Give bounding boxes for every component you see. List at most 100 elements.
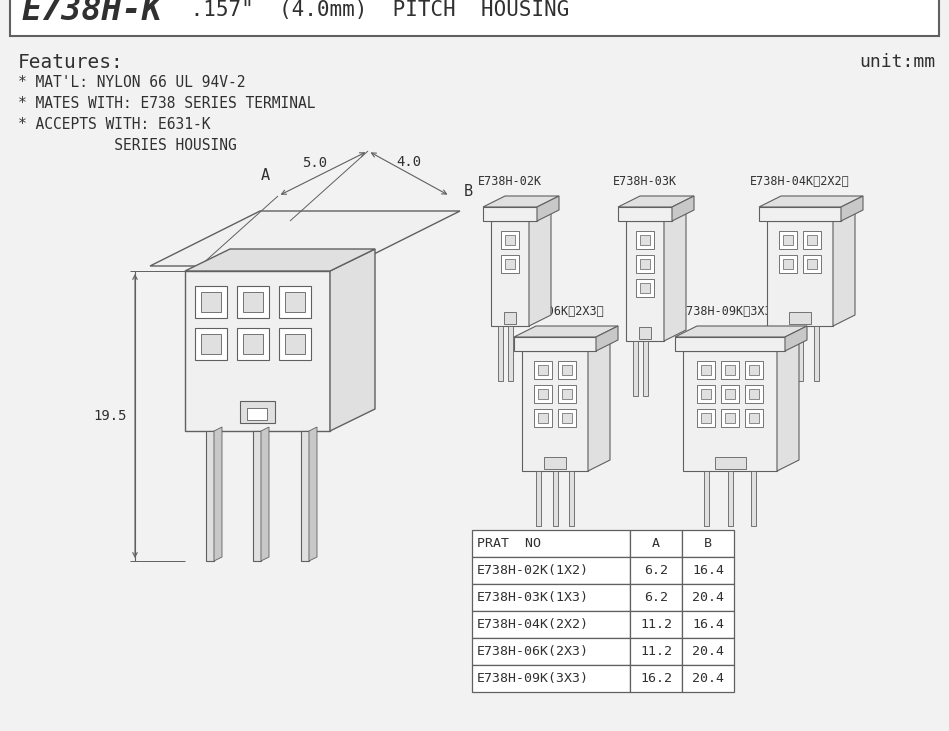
Bar (243, 334, 263, 354)
Text: E738H-03K: E738H-03K (613, 175, 677, 188)
Text: E738H-09K(3X3): E738H-09K(3X3) (477, 672, 589, 685)
Bar (814, 326, 819, 381)
Bar (472, 584, 630, 611)
Polygon shape (777, 340, 799, 471)
Bar (558, 361, 576, 379)
Text: 5.0: 5.0 (303, 156, 327, 170)
Text: 16.2: 16.2 (640, 672, 672, 685)
Polygon shape (672, 196, 694, 221)
Bar (749, 365, 759, 375)
Text: 6.2: 6.2 (644, 591, 668, 604)
Bar (636, 231, 654, 249)
Polygon shape (309, 427, 317, 561)
Bar (682, 557, 734, 584)
Bar (749, 413, 759, 423)
Bar (725, 389, 735, 399)
Bar (701, 365, 711, 375)
Bar (697, 409, 715, 427)
Text: A: A (652, 537, 660, 550)
Bar (630, 530, 682, 557)
Bar (767, 221, 833, 326)
Bar (505, 259, 515, 269)
Bar (185, 271, 330, 431)
Polygon shape (833, 210, 855, 326)
Bar (472, 665, 630, 692)
Bar (536, 471, 541, 526)
Bar (240, 401, 275, 423)
Bar (783, 235, 793, 245)
Text: 16.4: 16.4 (692, 618, 724, 631)
Text: * ACCEPTS WITH: E631-K: * ACCEPTS WITH: E631-K (18, 117, 211, 132)
Bar (237, 286, 269, 318)
Bar (472, 557, 630, 584)
Bar (569, 471, 574, 526)
Bar (697, 361, 715, 379)
Bar (725, 365, 735, 375)
Bar (725, 413, 735, 423)
Text: E738H-K: E738H-K (22, 0, 163, 26)
Bar (301, 431, 309, 561)
Bar (636, 255, 654, 273)
Bar (558, 385, 576, 403)
Bar (745, 361, 763, 379)
Bar (639, 327, 651, 339)
Bar (682, 584, 734, 611)
Bar (553, 471, 558, 526)
Polygon shape (529, 210, 551, 326)
Polygon shape (330, 249, 375, 431)
Text: 19.5: 19.5 (94, 409, 127, 423)
Bar (201, 334, 221, 354)
Polygon shape (185, 249, 375, 271)
Bar (562, 413, 572, 423)
Bar (544, 457, 566, 469)
Polygon shape (759, 196, 863, 207)
Text: unit:mm: unit:mm (859, 53, 935, 71)
Polygon shape (522, 340, 610, 351)
Bar (701, 389, 711, 399)
Polygon shape (214, 427, 222, 561)
Polygon shape (683, 340, 799, 351)
Bar (803, 255, 821, 273)
Bar (501, 231, 519, 249)
Bar (618, 207, 672, 221)
Text: * MATES WITH: E738 SERIES TERMINAL: * MATES WITH: E738 SERIES TERMINAL (18, 96, 315, 111)
Bar (807, 259, 817, 269)
Text: E738H-02K(1X2): E738H-02K(1X2) (477, 564, 589, 577)
Bar (783, 259, 793, 269)
Bar (195, 328, 227, 360)
Bar (195, 286, 227, 318)
Polygon shape (150, 211, 460, 266)
Text: B: B (704, 537, 712, 550)
Polygon shape (261, 427, 269, 561)
Bar (498, 326, 503, 381)
Bar (751, 471, 756, 526)
Text: 4.0: 4.0 (397, 154, 421, 169)
Bar (534, 361, 552, 379)
Text: E738H-02K: E738H-02K (478, 175, 542, 188)
Bar (508, 326, 513, 381)
Text: Features:: Features: (18, 53, 123, 72)
Polygon shape (785, 326, 807, 351)
Bar (789, 312, 811, 324)
Text: E738H-06K（2X3）: E738H-06K（2X3） (505, 305, 605, 318)
Bar (779, 255, 797, 273)
Bar (534, 409, 552, 427)
Text: E738H-03K(1X3): E738H-03K(1X3) (477, 591, 589, 604)
Bar (237, 328, 269, 360)
Bar (285, 334, 305, 354)
Bar (640, 259, 650, 269)
Text: SERIES HOUSING: SERIES HOUSING (18, 138, 236, 153)
Text: 20.4: 20.4 (692, 591, 724, 604)
Bar (538, 413, 548, 423)
Polygon shape (588, 340, 610, 471)
Bar (745, 385, 763, 403)
Bar (243, 292, 263, 312)
Bar (206, 431, 214, 561)
Bar (682, 638, 734, 665)
Bar (721, 385, 739, 403)
Text: E738H-09K（3X3）: E738H-09K（3X3） (680, 305, 780, 318)
Bar (562, 389, 572, 399)
Bar (504, 312, 516, 324)
Polygon shape (664, 210, 686, 341)
Text: 6.2: 6.2 (644, 564, 668, 577)
